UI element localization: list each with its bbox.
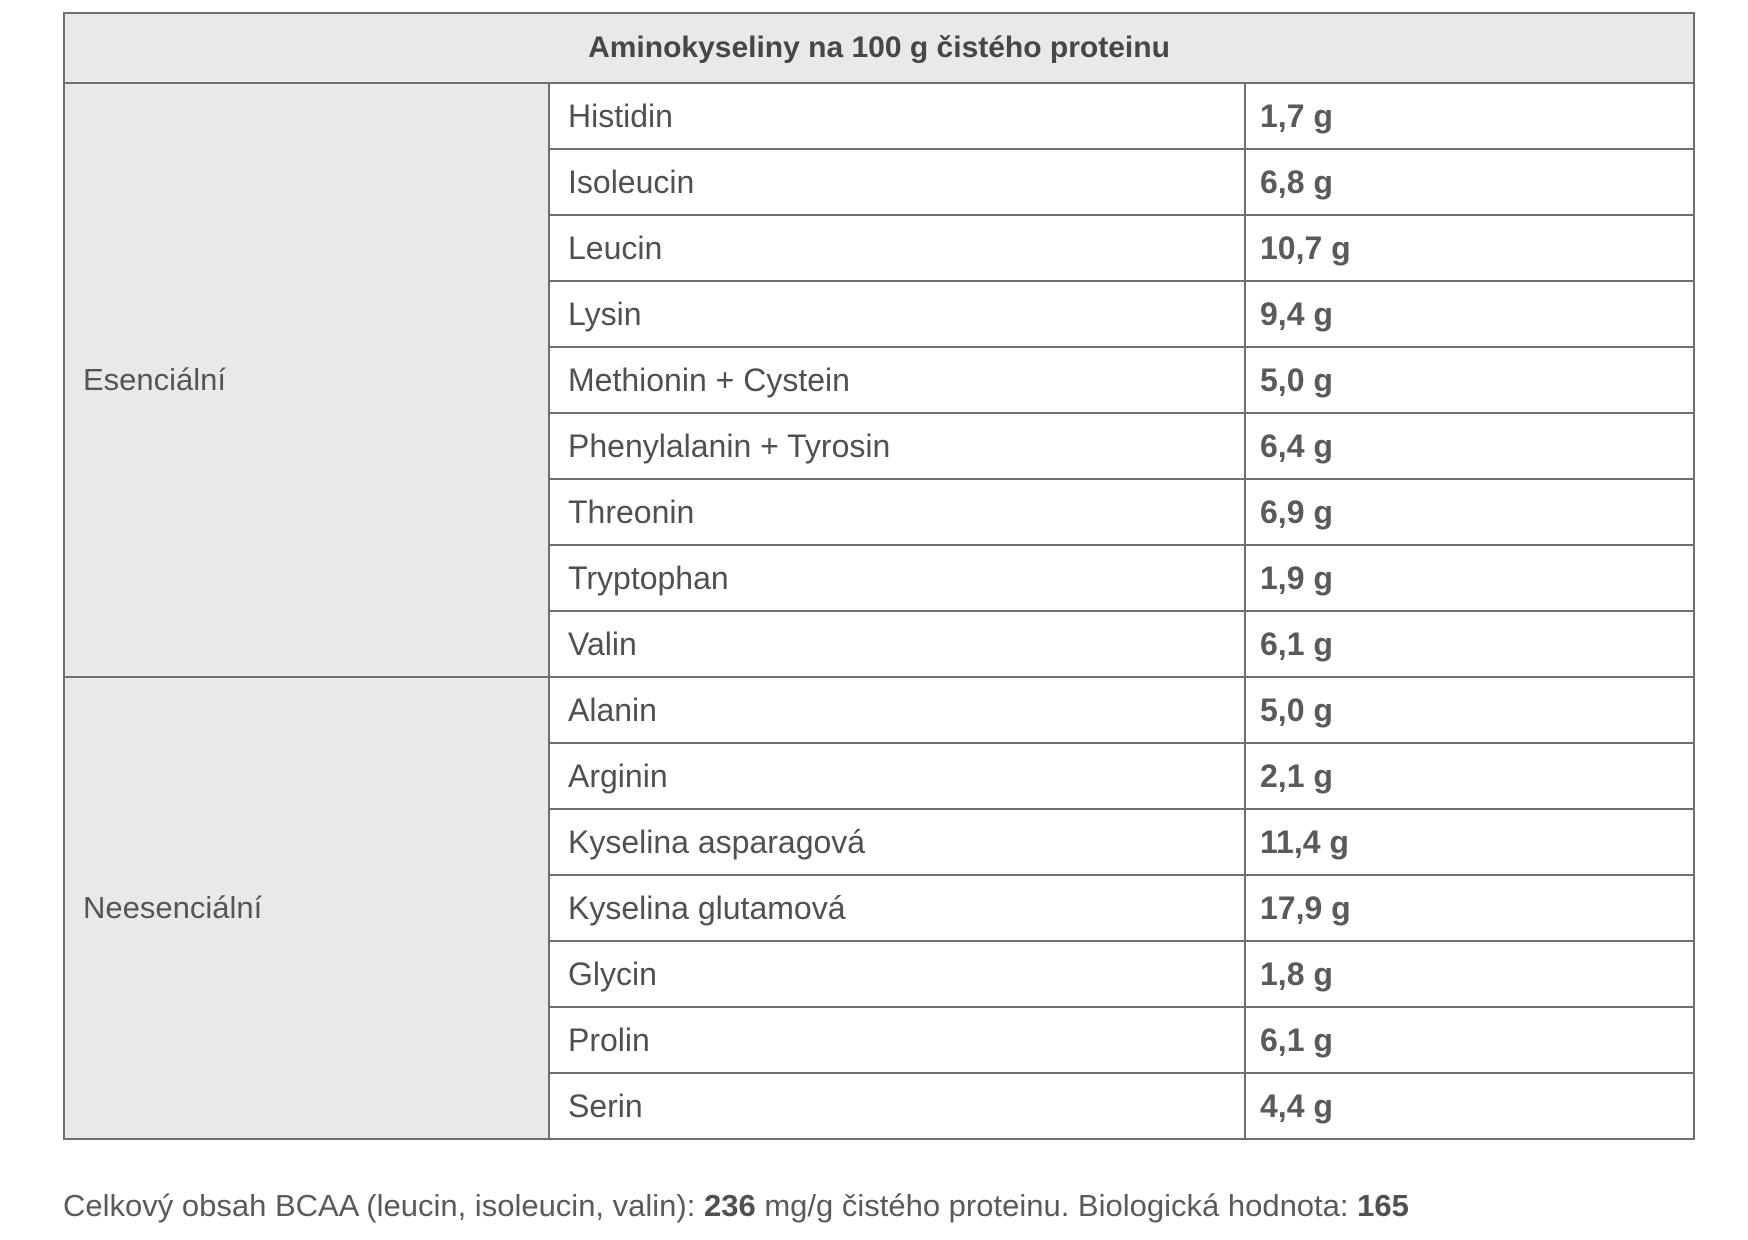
- table-row: Isoleucin 6,8 g: [64, 148, 1695, 216]
- amino-acid-value: 1,8 g: [1244, 940, 1695, 1008]
- table-row: Leucin 10,7 g: [64, 214, 1695, 282]
- amino-acid-name: Lysin: [548, 280, 1246, 348]
- amino-acid-value: 2,1 g: [1244, 742, 1695, 810]
- amino-acid-value: 1,9 g: [1244, 544, 1695, 612]
- table-row: Tryptophan 1,9 g: [64, 544, 1695, 612]
- amino-acid-value: 6,9 g: [1244, 478, 1695, 546]
- amino-acid-name: Leucin: [548, 214, 1246, 282]
- amino-acid-value: 6,1 g: [1244, 610, 1695, 678]
- biological-value: 165: [1357, 1188, 1409, 1223]
- amino-acid-name: Methionin + Cystein: [548, 346, 1246, 414]
- amino-acid-name: Histidin: [548, 82, 1246, 150]
- table-row: Arginin 2,1 g: [64, 742, 1695, 810]
- amino-acid-name: Isoleucin: [548, 148, 1246, 216]
- amino-acid-value: 6,8 g: [1244, 148, 1695, 216]
- amino-acid-name: Phenylalanin + Tyrosin: [548, 412, 1246, 480]
- amino-acid-name: Alanin: [548, 676, 1246, 744]
- amino-acid-value: 11,4 g: [1244, 808, 1695, 876]
- table-row: Esenciální Histidin 1,7 g: [63, 82, 1695, 678]
- amino-acid-value: 1,7 g: [1244, 82, 1695, 150]
- amino-acid-name: Tryptophan: [548, 544, 1246, 612]
- table-row: Valin 6,1 g: [64, 610, 1695, 678]
- group-label: Neesenciální: [63, 676, 550, 1140]
- amino-acid-name: Prolin: [548, 1006, 1246, 1074]
- amino-acid-name: Valin: [548, 610, 1246, 678]
- bcaa-value: 236: [703, 1188, 756, 1223]
- amino-acid-value: 6,4 g: [1244, 412, 1695, 480]
- amino-acid-value: 4,4 g: [1244, 1072, 1695, 1140]
- amino-acid-name: Serin: [548, 1072, 1246, 1140]
- amino-acid-name: Kyselina asparagová: [548, 808, 1246, 876]
- amino-acid-value: 5,0 g: [1244, 676, 1695, 744]
- table-row: Phenylalanin + Tyrosin 6,4 g: [64, 412, 1695, 480]
- amino-acid-name: Kyselina glutamová: [548, 874, 1246, 942]
- group-label: Esenciální: [63, 82, 550, 678]
- bcaa-unit: mg/g čistého proteinu. Biologická hodnot…: [755, 1188, 1358, 1223]
- amino-acid-name: Threonin: [548, 478, 1246, 546]
- amino-acid-value: 5,0 g: [1244, 346, 1695, 414]
- table-row: Serin 4,4 g: [64, 1072, 1695, 1140]
- amino-acid-value: 10,7 g: [1244, 214, 1695, 282]
- table-row: Neesenciální Alanin 5,0 g: [63, 676, 1695, 1140]
- amino-acid-name: Glycin: [548, 940, 1246, 1008]
- table-row: Threonin 6,9 g: [64, 478, 1695, 546]
- amino-acid-value: 6,1 g: [1244, 1006, 1695, 1074]
- table-row: Prolin 6,1 g: [64, 1006, 1695, 1074]
- table-row: Kyselina glutamová 17,9 g: [64, 874, 1695, 942]
- table-row: Methionin + Cystein 5,0 g: [64, 346, 1695, 414]
- bcaa-label: Celkový obsah BCAA (leucin, isoleucin, v…: [63, 1188, 704, 1223]
- table-row: Glycin 1,8 g: [64, 940, 1695, 1008]
- footer-note: Celkový obsah BCAA (leucin, isoleucin, v…: [63, 1188, 1409, 1224]
- amino-acid-value: 9,4 g: [1244, 280, 1695, 348]
- table-body: Esenciální Histidin 1,7 g Isoleucin 6,8 g Leu…: [63, 82, 1695, 1140]
- table-header-row: Aminokyseliny na 100 g čistého proteinu: [63, 12, 1695, 84]
- table-row: Kyselina asparagová 11,4 g: [64, 808, 1695, 876]
- amino-acid-table: Aminokyseliny na 100 g čistého proteinu …: [63, 12, 1695, 1140]
- table-row: Lysin 9,4 g: [64, 280, 1695, 348]
- amino-acid-value: 17,9 g: [1244, 874, 1695, 942]
- amino-acid-name: Arginin: [548, 742, 1246, 810]
- table-title: Aminokyseliny na 100 g čistého proteinu: [63, 12, 1695, 84]
